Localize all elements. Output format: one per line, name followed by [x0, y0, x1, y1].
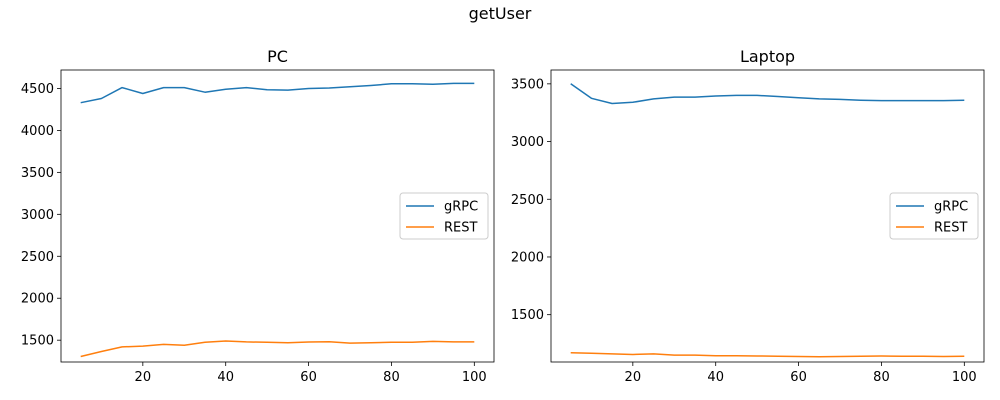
series-line-grpc [80, 82, 475, 104]
y-tick-label: 4000 [21, 124, 54, 139]
subplot-title: PC [267, 47, 288, 66]
legend-label-rest: REST [934, 221, 967, 236]
series-line-rest [80, 340, 475, 358]
y-tick-label: 3000 [21, 208, 54, 223]
legend: gRPC REST [399, 192, 489, 240]
x-tick-label: 40 [217, 370, 234, 385]
subplot-laptop: Laptop 20 40 60 80 100 1500 2000 2500 3000 3500 gRP… [511, 47, 985, 385]
series-line-rest [570, 352, 965, 358]
legend-label-rest: REST [444, 221, 477, 236]
legend-label-grpc: gRPC [934, 200, 968, 215]
y-tick-label: 2000 [511, 250, 544, 265]
y-tick-label: 1500 [21, 334, 54, 349]
y-tick-label: 2000 [21, 292, 54, 307]
series-line-grpc [570, 83, 965, 105]
x-tick-label: 100 [462, 370, 487, 385]
x-tick-label: 20 [135, 370, 152, 385]
subplot-title: Laptop [740, 47, 795, 66]
legend: gRPC REST [889, 192, 979, 240]
x-tick-label: 20 [625, 370, 642, 385]
y-tick-label: 3500 [511, 77, 544, 92]
x-tick-label: 60 [790, 370, 807, 385]
y-tick-label: 3500 [21, 166, 54, 181]
figure-title: getUser [468, 4, 532, 23]
x-tick-label: 100 [952, 370, 977, 385]
x-tick-label: 80 [873, 370, 890, 385]
subplot-pc: PC 20 40 60 80 100 1500 2000 2500 3000 3500 4000 450… [21, 47, 495, 385]
y-tick-label: 1500 [511, 308, 544, 323]
plot-frame [550, 69, 985, 363]
y-tick-label: 2500 [511, 193, 544, 208]
x-tick-label: 40 [707, 370, 724, 385]
plot-frame [60, 69, 495, 363]
x-tick-label: 80 [383, 370, 400, 385]
y-tick-label: 3000 [511, 135, 544, 150]
y-tick-label: 2500 [21, 250, 54, 265]
legend-label-grpc: gRPC [444, 200, 478, 215]
x-tick-label: 60 [300, 370, 317, 385]
y-tick-label: 4500 [21, 82, 54, 97]
